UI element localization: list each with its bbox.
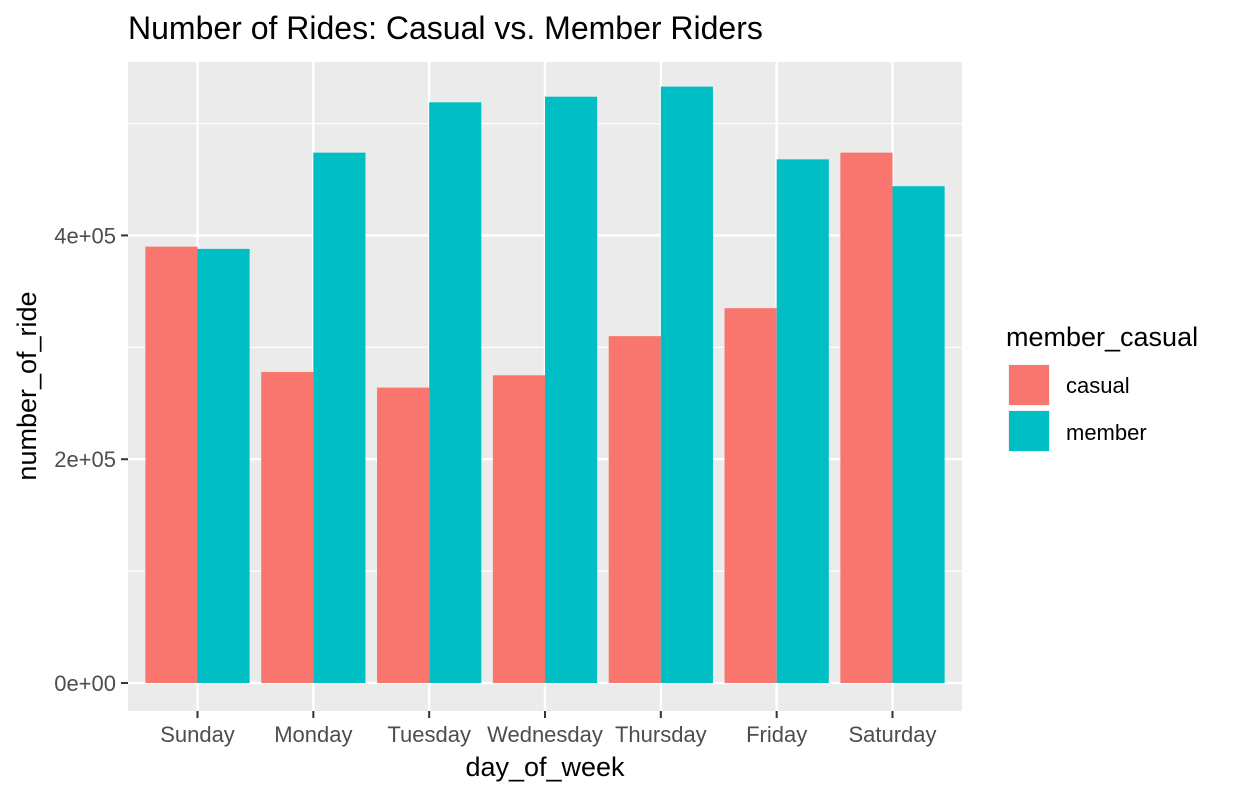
legend-swatch-member [1009, 411, 1049, 451]
bar-member-sunday [197, 248, 250, 684]
y-tick-label: 4e+05 [54, 223, 116, 248]
bar-casual-tuesday [377, 387, 430, 684]
x-tick-label: Monday [274, 722, 352, 747]
bars [145, 86, 945, 684]
x-tick-label: Thursday [615, 722, 707, 747]
y-tick-label: 0e+00 [54, 671, 116, 696]
y-axis-title: number_of_ride [12, 291, 42, 480]
legend: member_casual casual member [1006, 322, 1198, 452]
bar-member-saturday [892, 186, 945, 684]
x-tick-label: Sunday [160, 722, 235, 747]
bar-member-tuesday [429, 102, 482, 684]
bar-casual-saturday [840, 152, 893, 684]
x-axis-title: day_of_week [465, 752, 625, 782]
x-axis-ticks: Sunday Monday Tuesday Wednesday Thursday Frid… [160, 711, 937, 747]
bar-member-thursday [660, 86, 713, 684]
bar-casual-monday [261, 371, 314, 684]
x-tick-label: Tuesday [387, 722, 471, 747]
x-tick-label: Friday [746, 722, 807, 747]
bar-member-monday [313, 152, 366, 684]
bar-casual-sunday [145, 246, 198, 684]
x-tick-label: Saturday [848, 722, 936, 747]
bar-member-friday [776, 159, 829, 684]
legend-title: member_casual [1006, 322, 1198, 352]
chart-title: Number of Rides: Casual vs. Member Rider… [128, 10, 763, 46]
y-tick-label: 2e+05 [54, 447, 116, 472]
bar-casual-friday [724, 308, 777, 684]
legend-swatch-casual [1009, 365, 1049, 405]
bar-casual-thursday [608, 336, 661, 684]
bar-member-wednesday [545, 96, 598, 684]
legend-label-casual: casual [1066, 373, 1130, 398]
legend-label-member: member [1066, 420, 1147, 445]
y-axis-ticks: 0e+00 2e+05 4e+05 [54, 223, 128, 696]
bar-casual-wednesday [492, 375, 545, 684]
x-tick-label: Wednesday [487, 722, 603, 747]
